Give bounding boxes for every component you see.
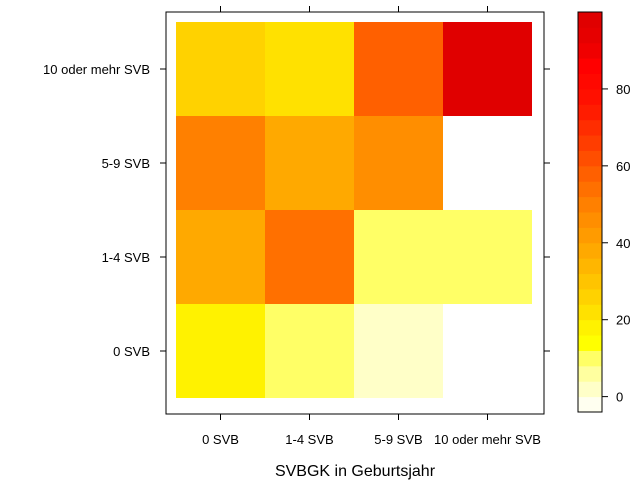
colorbar-bin-9 [578, 258, 602, 275]
heatmap-cell-0-svb-10-oder-mehr-svb [176, 22, 265, 116]
y-tick-label-5-9-svb: 5-9 SVB [102, 156, 150, 171]
colorbar-bin-22 [578, 58, 602, 75]
colorbar-bin-15 [578, 165, 602, 182]
colorbar-bin-1 [578, 381, 602, 398]
heatmap-cell-1-4-svb-0-svb [265, 304, 354, 398]
colorbar-bin-2 [578, 365, 602, 382]
colorbar-tick-label-40: 40 [616, 236, 630, 251]
x-axis-title: SVBGK in Geburtsjahr [275, 463, 436, 480]
colorbar-bin-16 [578, 150, 602, 167]
y-tick-label-0-svb: 0 SVB [113, 344, 150, 359]
x-tick-label-10-oder-mehr-svb: 10 oder mehr SVB [434, 432, 541, 447]
y-tick-label-10-oder-mehr-svb: 10 oder mehr SVB [43, 62, 150, 77]
heatmap-cell-0-svb-0-svb [176, 304, 265, 398]
colorbar-tick-label-80: 80 [616, 82, 630, 97]
heatmap-cell-10-oder-mehr-svb-10-oder-mehr-svb [443, 22, 532, 116]
plot-frame [165, 11, 545, 415]
colorbar-bin-6 [578, 304, 602, 321]
colorbar-bin-18 [578, 119, 602, 136]
colorbar-tick-label-0: 0 [616, 390, 623, 405]
x-tick-label-0-svb: 0 SVB [202, 432, 239, 447]
heatmap-cell-10-oder-mehr-svb-1-4-svb [443, 210, 532, 304]
heatmap-cell-0-svb-1-4-svb [176, 210, 265, 304]
colorbar-bin-8 [578, 273, 602, 290]
colorbar-bin-19 [578, 104, 602, 121]
colorbar-bin-7 [578, 288, 602, 305]
heatmap-cell-5-9-svb-10-oder-mehr-svb [354, 22, 443, 116]
heatmap-cell-5-9-svb-5-9-svb [354, 116, 443, 210]
colorbar-bin-17 [578, 135, 602, 151]
heatmap-cell-1-4-svb-5-9-svb [265, 116, 354, 210]
heatmap-cell-0-svb-5-9-svb [176, 116, 265, 210]
colorbar-bin-4 [578, 335, 602, 351]
x-tick-label-1-4-svb: 1-4 SVB [285, 432, 333, 447]
colorbar-bin-13 [578, 196, 602, 213]
colorbar-tick-label-60: 60 [616, 159, 630, 174]
colorbar [578, 12, 602, 413]
colorbar-frame [577, 11, 603, 413]
colorbar-bin-24 [578, 27, 602, 44]
colorbar-ticks: 0 20 40 60 80 [602, 82, 630, 405]
colorbar-bin-14 [578, 181, 602, 198]
colorbar-bin-10 [578, 242, 602, 259]
axis-ticks [160, 6, 550, 420]
colorbar-bin-0 [578, 396, 602, 413]
colorbar-bin-21 [578, 73, 602, 90]
heatmap-cell-1-4-svb-10-oder-mehr-svb [265, 22, 354, 116]
colorbar-tick-label-20: 20 [616, 313, 630, 328]
heatmap-cells [176, 22, 532, 398]
y-tick-labels: 0 SVB 1-4 SVB 5-9 SVB 10 oder mehr SVB [43, 62, 150, 359]
heatmap-cell-1-4-svb-1-4-svb [265, 210, 354, 304]
colorbar-bin-25 [578, 12, 602, 28]
heatmap-cell-5-9-svb-1-4-svb [354, 210, 443, 304]
colorbar-bin-20 [578, 88, 602, 105]
colorbar-bin-11 [578, 227, 602, 244]
heatmap-cell-5-9-svb-0-svb [354, 304, 443, 398]
colorbar-bin-3 [578, 350, 602, 367]
x-tick-label-5-9-svb: 5-9 SVB [374, 432, 422, 447]
colorbar-bin-5 [578, 319, 602, 336]
colorbar-bin-23 [578, 42, 602, 59]
colorbar-bin-12 [578, 212, 602, 228]
y-tick-label-1-4-svb: 1-4 SVB [102, 250, 150, 265]
x-tick-labels: 0 SVB 1-4 SVB 5-9 SVB 10 oder mehr SVB [202, 432, 541, 447]
